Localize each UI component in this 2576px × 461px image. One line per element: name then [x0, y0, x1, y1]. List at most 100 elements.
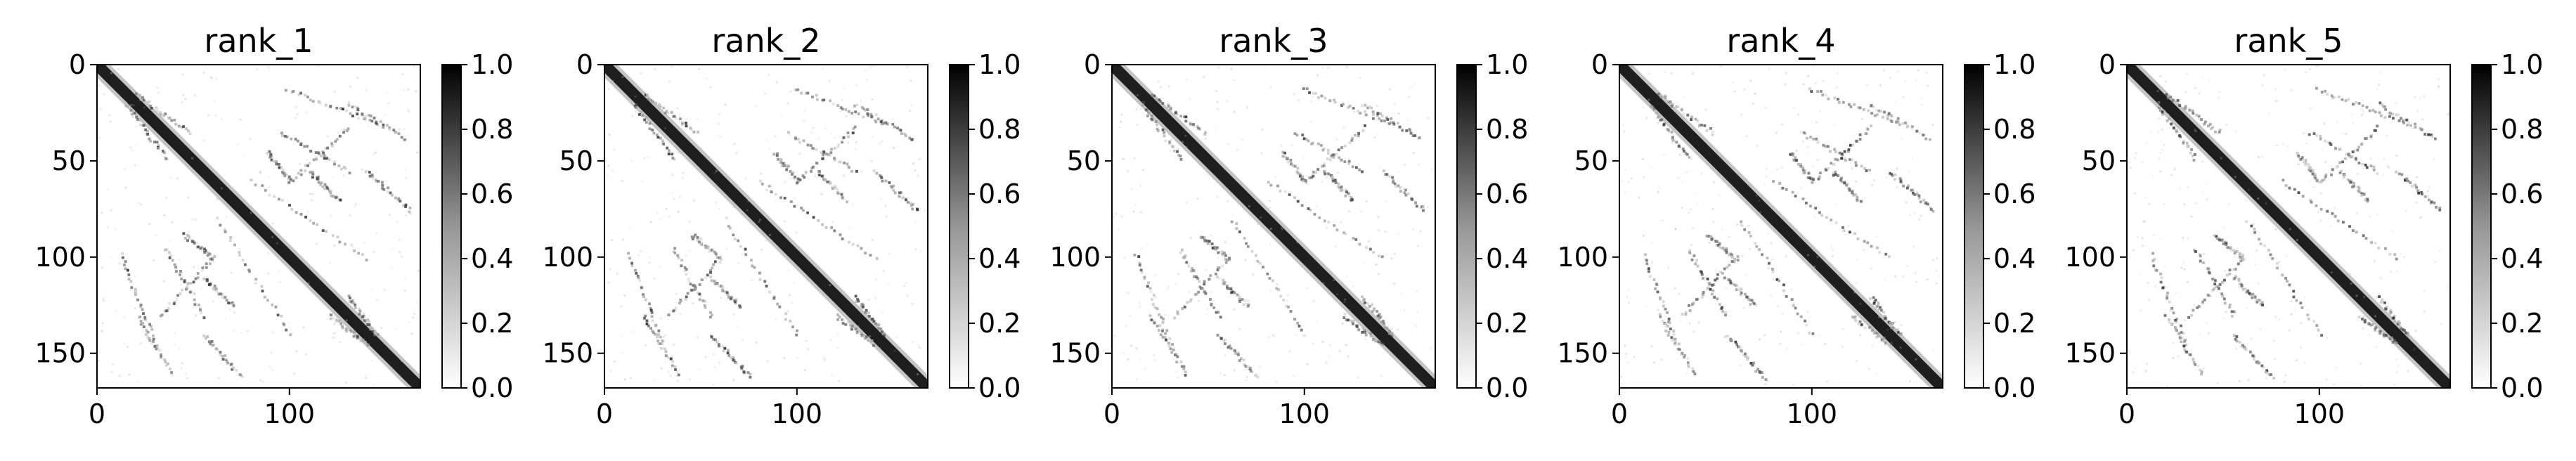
heatmap-cell [900, 191, 902, 194]
heatmap-cell [158, 349, 161, 351]
heatmap-cell [660, 318, 662, 320]
heatmap-cell [2159, 75, 2161, 77]
heatmap-cell [804, 110, 806, 112]
colorbar-tick-label: 0.0 [471, 372, 513, 403]
heatmap-cell [2258, 362, 2260, 365]
heatmap-cell [1329, 344, 1331, 346]
heatmap-cell [165, 364, 168, 367]
heatmap-cell [304, 164, 307, 167]
heatmap-cell [1749, 303, 1752, 306]
heatmap-cell [712, 264, 715, 266]
colorbar-tick-label: 0.4 [471, 243, 513, 274]
heatmap-cell [264, 296, 266, 299]
heatmap-cell [1358, 169, 1361, 171]
heatmap-cell [866, 108, 869, 111]
heatmap-cell [2132, 372, 2135, 374]
heatmap-cell [1697, 202, 1699, 204]
heatmap-cell [1801, 187, 1803, 189]
heatmap-cell [1193, 126, 1195, 129]
heatmap-cell [665, 361, 667, 363]
heatmap-cell [375, 152, 377, 154]
heatmap-cell [139, 124, 142, 126]
heatmap-cell [2276, 266, 2279, 269]
heatmap-cell [2447, 114, 2449, 116]
heatmap-cell [1662, 300, 1665, 303]
heatmap-cell [267, 273, 269, 275]
heatmap-cell [704, 306, 707, 309]
heatmap-cell [751, 280, 753, 282]
heatmap-cell [299, 163, 301, 165]
heatmap-cell [668, 313, 671, 316]
heatmap-cell [2405, 119, 2408, 122]
heatmap-cell [727, 351, 730, 354]
heatmap-cell [1189, 123, 1192, 126]
heatmap-cell [1209, 274, 1212, 277]
heatmap-cell [2320, 208, 2323, 211]
heatmap-cell [1256, 376, 1259, 379]
heatmap-cell [288, 176, 291, 178]
heatmap-cell [1270, 228, 1272, 230]
heatmap-cell [1720, 307, 1723, 310]
heatmap-cell [1694, 372, 1697, 375]
heatmap-cell [2201, 301, 2204, 304]
heatmap-cell [837, 347, 839, 349]
heatmap-cell [692, 131, 695, 134]
heatmap-cell [2290, 89, 2292, 91]
heatmap-cell [2326, 337, 2328, 339]
heatmap-cell [1740, 292, 1743, 294]
heatmap-cell [147, 331, 150, 334]
heatmap-cell [683, 123, 685, 125]
heatmap-cell [2300, 346, 2302, 349]
heatmap-cell [761, 183, 764, 186]
heatmap-cell [1667, 330, 1669, 332]
heatmap-cell [1798, 332, 1800, 335]
heatmap-cell [188, 197, 190, 199]
heatmap-cell [1785, 84, 1787, 86]
heatmap-cell [1306, 87, 1309, 90]
heatmap-cell [1335, 246, 1337, 248]
heatmap-cell [179, 270, 182, 273]
heatmap-cell [130, 104, 132, 106]
heatmap-cell [2281, 178, 2284, 181]
heatmap-cell [1842, 346, 1844, 348]
heatmap-cell [2187, 238, 2189, 240]
heatmap-cell [2403, 256, 2405, 258]
heatmap-cell [300, 142, 303, 145]
heatmap-cell [2352, 122, 2355, 124]
heatmap-cell [2396, 371, 2398, 373]
heatmap-cell [287, 200, 289, 202]
heatmap-cell [1711, 134, 1714, 136]
heatmap-cell [1659, 313, 1662, 316]
heatmap-cell [1316, 205, 1318, 207]
heatmap-cell [914, 221, 917, 223]
heatmap-cell [1735, 341, 1737, 344]
heatmap-cell [2246, 308, 2248, 310]
heatmap-cell [829, 80, 831, 82]
heatmap-cell [1321, 341, 1323, 343]
heatmap-cell [1764, 106, 1766, 108]
heatmap-cell [2312, 173, 2315, 176]
heatmap-cell [763, 233, 765, 235]
heatmap-cell [1686, 171, 1688, 174]
heatmap-cell [225, 318, 227, 320]
heatmap-cell [2347, 152, 2350, 155]
heatmap-cell [364, 341, 367, 344]
heatmap-cell [1127, 170, 1129, 172]
heatmap-cell [152, 335, 155, 337]
heatmap-cell [1884, 344, 1886, 346]
heatmap-cell [854, 110, 857, 113]
heatmap-cell [347, 330, 349, 332]
heatmap-cell [1357, 377, 1359, 379]
heatmap-cell [832, 221, 834, 223]
heatmap-cell [1404, 194, 1407, 197]
heatmap-cell [1359, 77, 1361, 79]
heatmap-cell [720, 258, 723, 261]
heatmap-cell [1246, 376, 1248, 378]
heatmap-cell [1842, 226, 1844, 229]
heatmap-cell [1888, 255, 1891, 258]
heatmap-cell [671, 360, 674, 363]
heatmap-cell [1905, 202, 1908, 204]
heatmap-cell [1924, 138, 1927, 141]
heatmap-cell [806, 212, 809, 214]
heatmap-cell [182, 125, 185, 128]
